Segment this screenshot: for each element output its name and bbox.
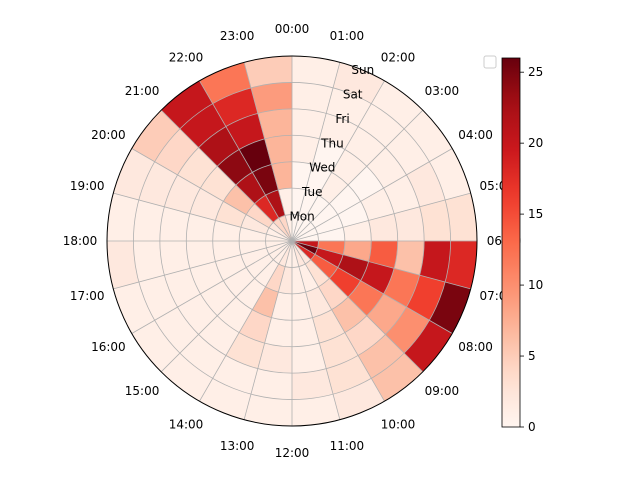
angular-tick-label: 16:00 — [91, 340, 126, 354]
angular-tick-label: 15:00 — [125, 384, 160, 398]
heatmap-cells — [106, 55, 478, 427]
grid-spoke — [291, 240, 385, 402]
grid-spoke — [291, 148, 453, 242]
angular-tick-label: 17:00 — [70, 289, 105, 303]
angular-tick-label: 04:00 — [458, 128, 493, 142]
grid-spoke — [291, 192, 471, 242]
radial-tick-labels: Mon Tue Wed Thu Fri Sat Sun — [289, 63, 374, 224]
angular-tick-label: 21:00 — [125, 84, 160, 98]
radial-tick-label: Thu — [320, 136, 344, 150]
colorbar-tick-label: 15 — [528, 207, 543, 221]
grid-spoke — [291, 240, 424, 373]
angular-tick-label: 14:00 — [169, 418, 204, 432]
angular-tick-label: 10:00 — [381, 418, 416, 432]
grid-spoke — [291, 240, 341, 420]
angular-tick-label: 19:00 — [70, 179, 105, 193]
grid-spoke — [291, 240, 471, 290]
legend-box — [483, 55, 497, 69]
radial-tick-label: Wed — [309, 161, 335, 175]
angular-tick-label: 02:00 — [381, 50, 416, 64]
colorbar-gradient — [501, 57, 521, 428]
grid-spoke — [160, 240, 293, 373]
grid-spoke — [199, 80, 293, 242]
radial-tick-label: Tue — [301, 185, 323, 199]
angular-tick-label: 09:00 — [425, 384, 460, 398]
radial-tick-label: Mon — [289, 210, 314, 224]
grid-spoke — [291, 109, 424, 242]
angular-tick-label: 08:00 — [458, 340, 493, 354]
grid-spoke — [291, 240, 453, 334]
grid-spoke — [291, 80, 385, 242]
colorbar-tick-label: 20 — [528, 136, 543, 150]
polar-grid — [107, 56, 477, 426]
angular-tick-label: 01:00 — [330, 29, 365, 43]
grid-spoke — [131, 148, 293, 242]
angular-tick-label: 00:00 — [275, 22, 310, 36]
colorbar-tick-label: 25 — [528, 65, 543, 79]
radial-tick-label: Fri — [335, 112, 349, 126]
colorbar-tick-label: 10 — [528, 278, 543, 292]
angular-tick-labels: 00:0001:0002:0003:0004:0005:0006:0007:00… — [63, 22, 522, 460]
grid-spoke — [113, 240, 293, 290]
colorbar-tick-label: 0 — [528, 420, 536, 434]
angular-tick-label: 20:00 — [91, 128, 126, 142]
grid-spoke — [291, 62, 341, 242]
grid-spoke — [243, 62, 293, 242]
radial-tick-label: Sun — [351, 63, 374, 77]
grid-spoke — [113, 192, 293, 242]
radial-tick-label: Sat — [343, 87, 363, 101]
colorbar: 0 5 10 15 20 25 — [501, 57, 543, 434]
angular-tick-label: 13:00 — [220, 439, 255, 453]
angular-tick-label: 11:00 — [330, 439, 365, 453]
angular-tick-label: 23:00 — [220, 29, 255, 43]
colorbar-tick-label: 5 — [528, 349, 536, 363]
angular-tick-label: 12:00 — [275, 446, 310, 460]
grid-spoke — [199, 240, 293, 402]
angular-tick-label: 18:00 — [63, 234, 98, 248]
angular-tick-label: 03:00 — [425, 84, 460, 98]
grid-spoke — [160, 109, 293, 242]
angular-tick-label: 22:00 — [169, 50, 204, 64]
plot-frame — [106, 55, 478, 427]
grid-spoke — [243, 240, 293, 420]
grid-spoke — [131, 240, 293, 334]
